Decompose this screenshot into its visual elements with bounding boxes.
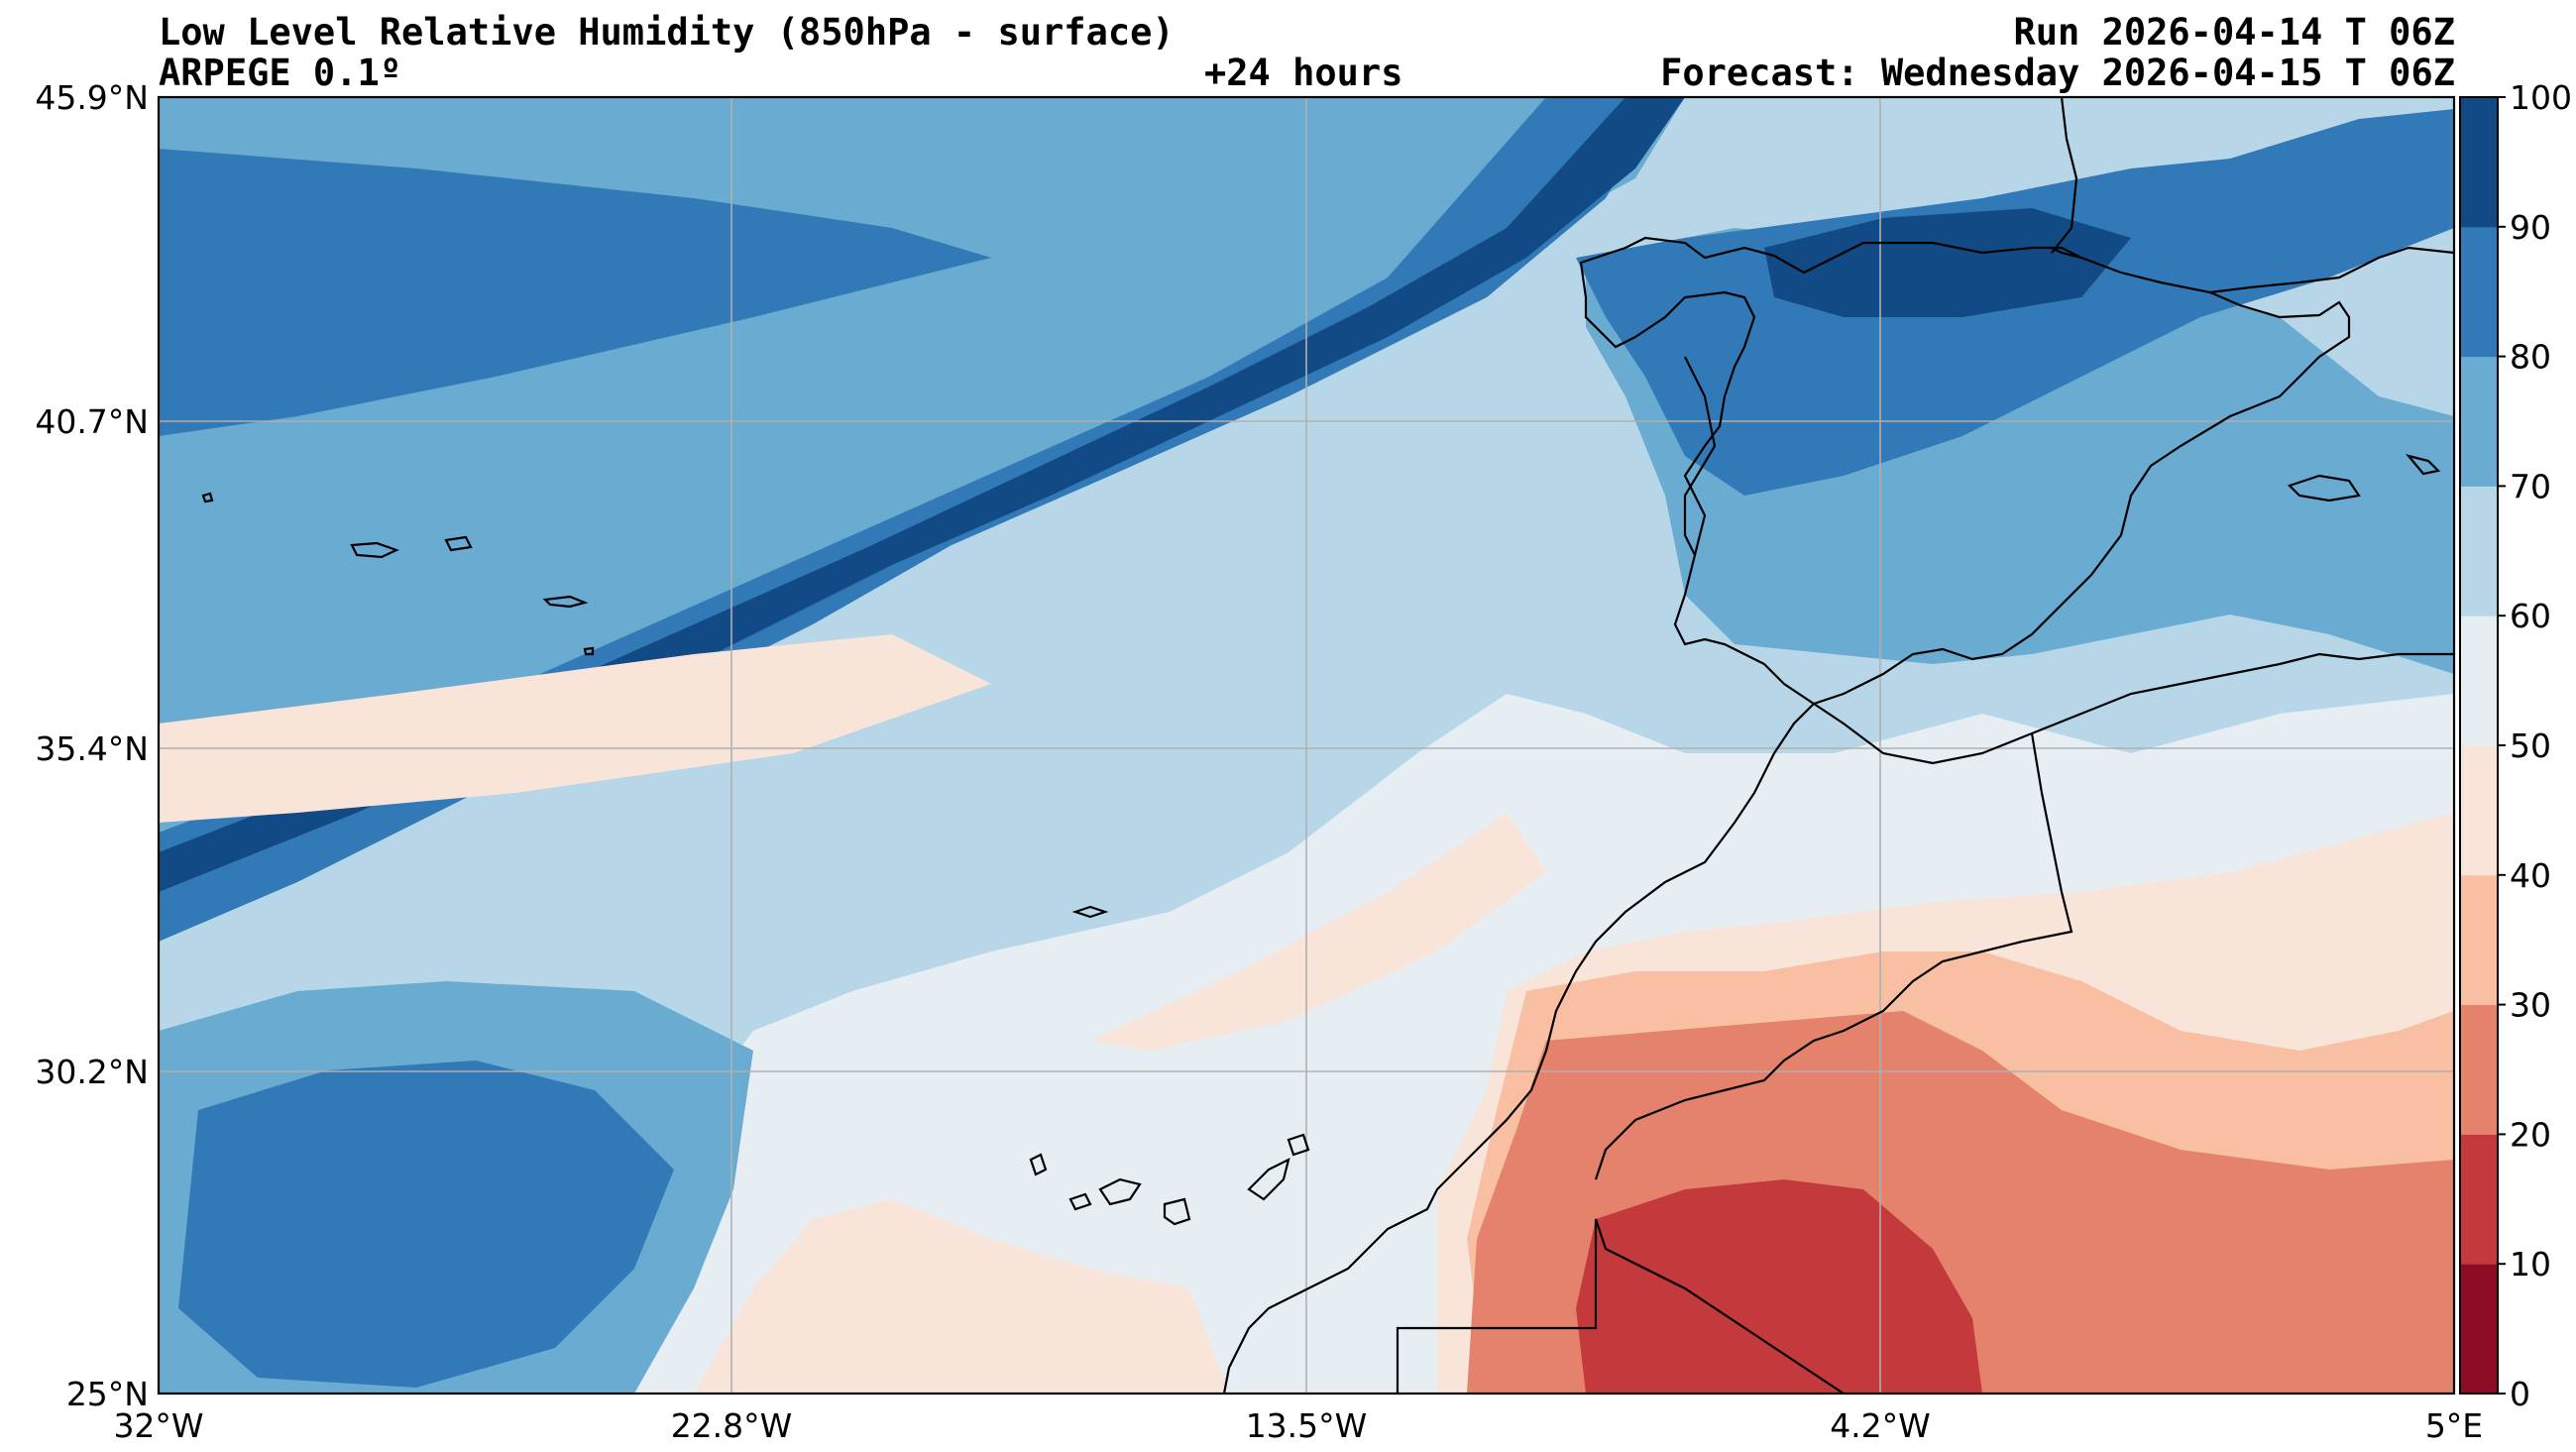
colorbar-segment (2460, 226, 2498, 358)
map-grid (159, 97, 2454, 1394)
lon-axis: 32°W 22.8°W 13.5°W 4.2°W 5°E (113, 1406, 2483, 1445)
lon-tick-label: 4.2°W (1830, 1406, 1931, 1445)
colorbar-segment (2460, 1264, 2498, 1395)
lat-tick-label: 40.7°N (35, 402, 149, 441)
colorbar-segment (2460, 356, 2498, 487)
coastline-azores-1 (350, 541, 399, 559)
coastline-madeira (1071, 905, 1109, 919)
run-time: Run 2026-04-14 T 06Z (2013, 11, 2455, 54)
lat-tick-label: 30.2°N (35, 1053, 149, 1091)
coastline-canary-4 (1163, 1197, 1191, 1226)
colorbar-tick-label: 30 (2510, 986, 2551, 1025)
lat-tick-label: 25°N (66, 1375, 149, 1413)
colorbar-tick-label: 40 (2510, 856, 2551, 895)
lon-tick-label: 13.5°W (1246, 1406, 1368, 1445)
border-morocco-algeria (1594, 732, 2073, 1180)
colorbar-tick-label: 50 (2510, 726, 2551, 765)
colorbar-tick-label: 90 (2510, 208, 2551, 247)
coastline-gulf-lion (2209, 246, 2454, 294)
field-band-40-50-stripe (1090, 813, 1546, 1051)
colorbar-segment (2460, 486, 2498, 616)
forecast-time: Forecast: Wednesday 2026-04-15 T 06Z (1660, 52, 2455, 94)
coastline-azores-5 (583, 646, 595, 656)
colorbar: 0 10 20 30 40 50 60 70 80 90 100 (2459, 78, 2572, 1413)
lat-tick-label: 45.9°N (35, 78, 149, 117)
map-title: Low Level Relative Humidity (850hPa - su… (159, 11, 1175, 54)
coastline-portugal-border (1683, 356, 1717, 556)
coastline-canary-1 (1029, 1153, 1048, 1176)
colorbar-segment (2460, 1134, 2498, 1265)
coastline-canary-6 (1287, 1133, 1310, 1157)
colorbar-tick-label: 60 (2510, 597, 2551, 635)
colorbar-tick-label: 80 (2510, 338, 2551, 377)
lat-axis: 45.9°N 40.7°N 35.4°N 30.2°N 25°N (35, 78, 149, 1413)
colorbar-segment (2460, 874, 2498, 1006)
coastline-canary-3 (1098, 1177, 1142, 1206)
colorbar-tick-label: 0 (2510, 1375, 2530, 1413)
coastline-canary-2 (1068, 1192, 1092, 1211)
coastline-azores-3 (542, 595, 589, 609)
colorbar-segment (2460, 97, 2498, 228)
coastline-azores-2 (444, 535, 473, 552)
coastline-north-africa (1222, 703, 1815, 1394)
field-band-90-100-ne (1764, 208, 2131, 317)
colorbar-tick-label: 70 (2510, 467, 2551, 505)
lon-tick-label: 5°E (2425, 1406, 2483, 1445)
coastline-canary-5 (1247, 1157, 1290, 1201)
lon-tick-label: 22.8°W (671, 1406, 793, 1445)
coastline-iberia (1579, 236, 2351, 706)
colorbar-tick-label: 20 (2510, 1115, 2551, 1154)
coastline-maghreb (1813, 652, 2454, 765)
colorbar-segment (2460, 1004, 2498, 1135)
coastline-balearics (2287, 474, 2361, 503)
colorbar-segment (2460, 615, 2498, 746)
map-area (159, 97, 2454, 1394)
border-western-sahara (1396, 1218, 1845, 1394)
lon-tick-label: 32°W (113, 1406, 203, 1445)
coastlines (201, 97, 2454, 1394)
field-band-40-50 (159, 634, 991, 823)
colorbar-segment (2460, 745, 2498, 876)
colorbar-tick-label: 10 (2510, 1245, 2551, 1284)
coastline-azores-4 (201, 492, 214, 503)
coastline-sardinia (2405, 454, 2441, 476)
lead-time: +24 hours (1204, 52, 1403, 94)
map-frame (157, 95, 2456, 1396)
coastline-france (2051, 97, 2078, 254)
colorbar-tick-label: 100 (2510, 78, 2572, 117)
model-name: ARPEGE 0.1º (159, 52, 402, 94)
field-band-40-50-south (694, 1199, 1229, 1394)
lat-tick-label: 35.4°N (35, 729, 149, 768)
field-band-80-90-sw (178, 1061, 674, 1388)
field-band-80-90 (159, 149, 991, 436)
